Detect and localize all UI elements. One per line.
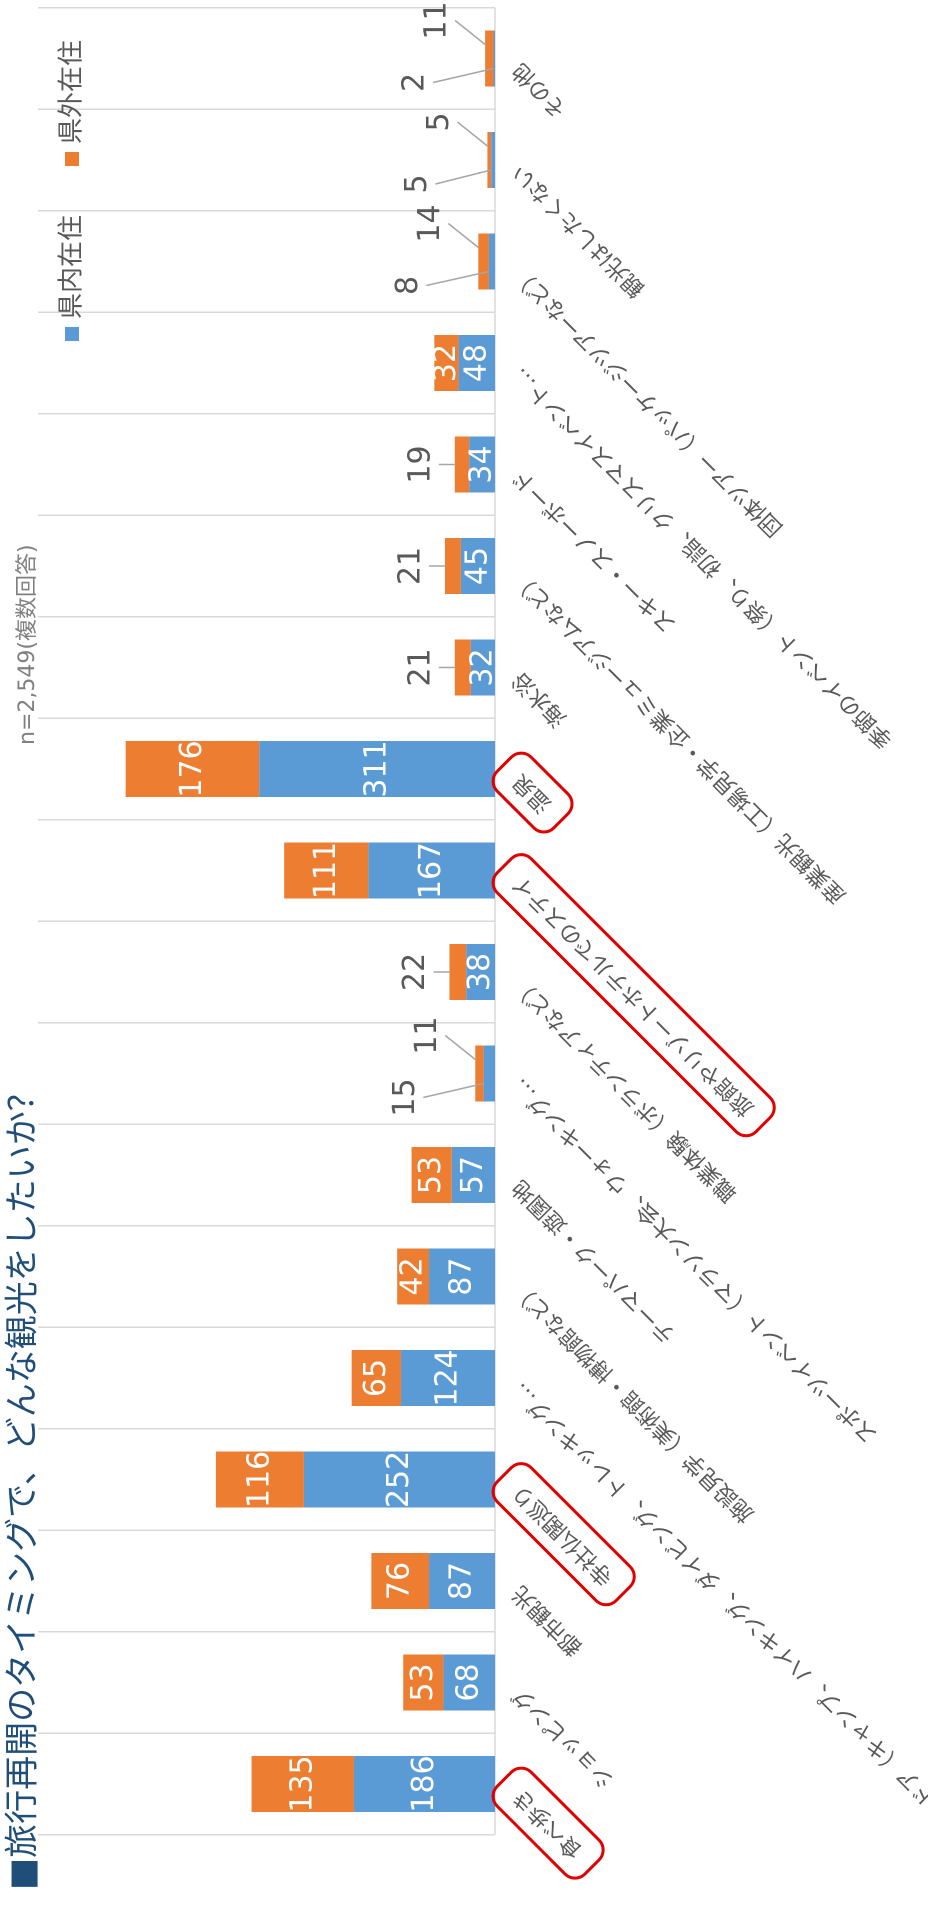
bar-segment (368, 842, 495, 899)
value-label: 45 (459, 547, 494, 585)
value-label: 65 (358, 1359, 393, 1397)
value-label: 8 (390, 276, 425, 295)
bar-segment (491, 132, 495, 188)
bar-segment (429, 1248, 495, 1305)
bar-segment (469, 436, 495, 493)
value-label: 186 (406, 1755, 441, 1812)
value-label: 116 (241, 1451, 276, 1508)
bar-segment (483, 1045, 495, 1102)
value-label: 57 (455, 1156, 490, 1194)
legend-label: 県外在住 (57, 40, 87, 144)
bar-segment (443, 1654, 495, 1711)
bar-segment (353, 1756, 495, 1812)
value-label: 68 (451, 1663, 486, 1701)
bar-segment (251, 1756, 354, 1812)
legend-label: 県内在住 (57, 215, 87, 319)
value-label: 167 (413, 842, 448, 899)
leader-line (447, 222, 479, 249)
legend-swatch (65, 152, 79, 166)
highlight-box (491, 1766, 605, 1880)
leader-line (444, 1034, 476, 1061)
bar-segment (470, 639, 495, 696)
highlight-box (491, 853, 776, 1138)
bar-segment (215, 1451, 304, 1508)
bar-segment (449, 944, 467, 1000)
bar-segment (403, 1654, 444, 1711)
value-label: 5 (421, 112, 456, 131)
bar-segment (400, 1350, 495, 1406)
bar-segment (493, 30, 495, 87)
value-label: 14 (412, 204, 447, 242)
value-label: 87 (444, 1562, 479, 1600)
leader-line (432, 67, 494, 84)
value-label: 48 (458, 344, 493, 382)
value-label: 135 (284, 1755, 319, 1812)
value-label: 311 (359, 740, 394, 797)
value-label: 42 (395, 1257, 430, 1295)
value-label: 22 (397, 953, 432, 991)
leader-line (454, 19, 486, 46)
bar-segment (466, 944, 495, 1000)
bar-segment (454, 639, 471, 696)
bar-segment (458, 335, 495, 391)
value-label: 34 (464, 445, 499, 483)
value-label: 15 (387, 1078, 422, 1116)
value-label: 76 (382, 1562, 417, 1600)
leader-line (426, 270, 490, 287)
bar-segment (397, 1248, 430, 1305)
value-label: 53 (405, 1663, 440, 1701)
bar-segment (485, 30, 494, 87)
legend-swatch (65, 327, 79, 341)
bar-segment (460, 538, 495, 594)
value-label: 124 (429, 1349, 464, 1406)
value-label: 32 (464, 648, 499, 686)
bar-segment (478, 233, 489, 290)
leader-line (423, 1082, 484, 1099)
bar-segment (411, 1147, 452, 1203)
leader-line (456, 121, 488, 147)
bar-segment (371, 1553, 430, 1609)
value-label: 111 (308, 842, 343, 899)
bar-segment (488, 233, 495, 290)
bar-segment (429, 1553, 495, 1609)
bar-segment (434, 335, 459, 391)
bar-segment (475, 1045, 484, 1102)
bar-segment (259, 741, 495, 797)
value-label: 11 (409, 1016, 444, 1054)
bar-segment (284, 842, 369, 899)
highlight-box (491, 1462, 636, 1607)
value-label: 176 (174, 740, 209, 797)
value-label: 11 (419, 1, 454, 39)
bar-segment (451, 1147, 495, 1203)
value-label: 53 (413, 1156, 448, 1194)
value-label: 252 (381, 1451, 416, 1508)
value-label: 21 (392, 547, 427, 585)
bar-segment (444, 538, 461, 594)
bar-segment (125, 741, 260, 797)
value-label: 38 (462, 953, 497, 991)
value-label: 32 (428, 344, 463, 382)
value-label: 87 (444, 1257, 479, 1295)
chart-title: ■旅行再開のタイミングで、どんな観光をしたいか？ (3, 1077, 43, 1890)
leader-line (435, 169, 492, 185)
highlight-box (491, 751, 574, 834)
value-label: 2 (397, 73, 432, 92)
bar-segment (303, 1451, 495, 1508)
value-label: 19 (402, 445, 437, 483)
bar-segment (351, 1350, 401, 1406)
value-label: 5 (399, 174, 434, 193)
bar-segment (487, 132, 492, 188)
bar-segment (454, 436, 470, 493)
value-label: 21 (402, 648, 437, 686)
chart-subtitle: n=2,549(複数回答) (15, 544, 40, 745)
